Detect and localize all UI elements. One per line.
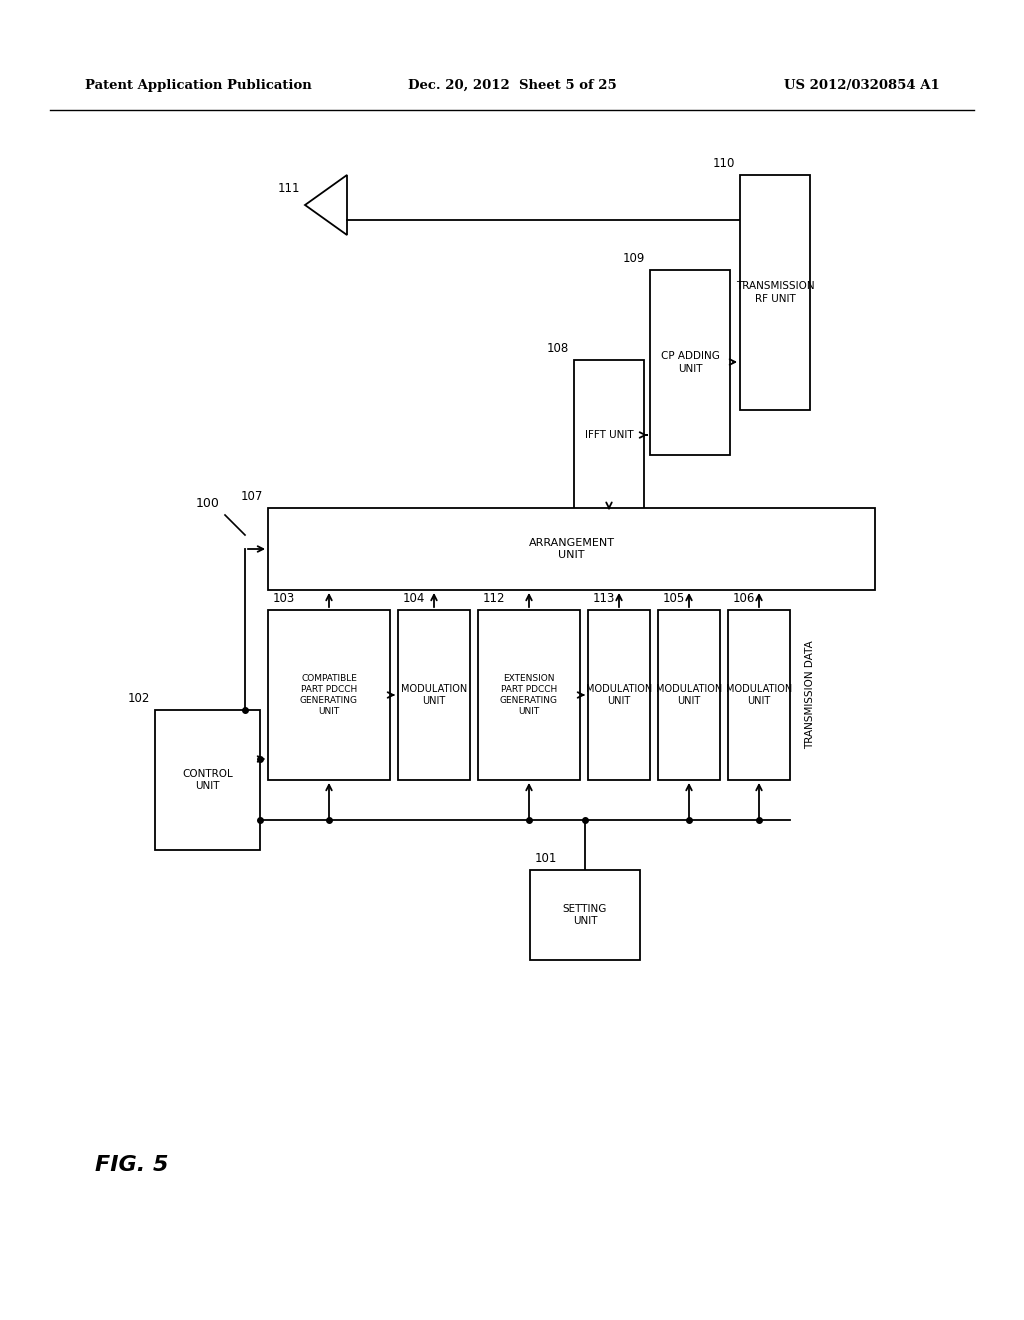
Text: US 2012/0320854 A1: US 2012/0320854 A1 [784, 78, 940, 91]
Text: 106: 106 [733, 591, 756, 605]
Text: IFFT UNIT: IFFT UNIT [585, 430, 633, 440]
Text: 113: 113 [593, 591, 615, 605]
Text: 110: 110 [713, 157, 735, 170]
Text: 101: 101 [535, 851, 557, 865]
Text: 102: 102 [128, 692, 150, 705]
Text: 100: 100 [197, 498, 220, 510]
Bar [650, 271, 730, 455]
Bar [658, 610, 720, 780]
Text: EXTENSION
PART PDCCH
GENERATING
UNIT: EXTENSION PART PDCCH GENERATING UNIT [500, 673, 558, 717]
Text: CONTROL
UNIT: CONTROL UNIT [182, 768, 232, 791]
Bar [268, 508, 874, 590]
Text: TRANSMISSION DATA: TRANSMISSION DATA [805, 640, 815, 750]
Bar [740, 176, 810, 411]
Text: 105: 105 [663, 591, 685, 605]
Bar [268, 610, 390, 780]
Bar [530, 870, 640, 960]
Text: 103: 103 [273, 591, 295, 605]
Text: 107: 107 [241, 490, 263, 503]
Text: ARRANGEMENT
UNIT: ARRANGEMENT UNIT [528, 537, 614, 560]
Text: Patent Application Publication: Patent Application Publication [85, 78, 311, 91]
Text: COMPATIBLE
PART PDCCH
GENERATING
UNIT: COMPATIBLE PART PDCCH GENERATING UNIT [300, 673, 358, 717]
Text: SETTING
UNIT: SETTING UNIT [563, 904, 607, 927]
Text: MODULATION
UNIT: MODULATION UNIT [586, 684, 652, 706]
Text: 104: 104 [403, 591, 425, 605]
Bar [728, 610, 790, 780]
Bar [398, 610, 470, 780]
Text: CP ADDING
UNIT: CP ADDING UNIT [660, 351, 720, 374]
Text: 111: 111 [278, 182, 300, 195]
Text: MODULATION
UNIT: MODULATION UNIT [726, 684, 793, 706]
Text: MODULATION
UNIT: MODULATION UNIT [656, 684, 722, 706]
Text: FIG. 5: FIG. 5 [95, 1155, 169, 1175]
Text: MODULATION
UNIT: MODULATION UNIT [400, 684, 467, 706]
Bar [588, 610, 650, 780]
Text: 112: 112 [483, 591, 506, 605]
Text: TRANSMISSION
RF UNIT: TRANSMISSION RF UNIT [735, 281, 814, 304]
Text: Dec. 20, 2012  Sheet 5 of 25: Dec. 20, 2012 Sheet 5 of 25 [408, 78, 616, 91]
Bar [478, 610, 580, 780]
Text: 109: 109 [623, 252, 645, 265]
Bar [155, 710, 260, 850]
Text: 108: 108 [547, 342, 569, 355]
Bar [574, 360, 644, 510]
